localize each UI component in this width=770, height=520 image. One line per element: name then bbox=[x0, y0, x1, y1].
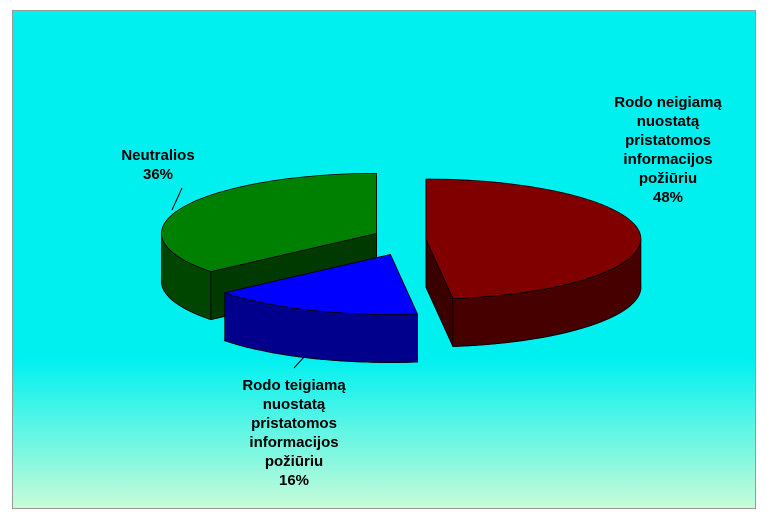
slice-label: Neutralios 36% bbox=[83, 146, 233, 184]
slice-label: Rodo teigiamą nuostatą pristatomos infor… bbox=[219, 376, 369, 490]
category-label: Neutralios bbox=[121, 147, 195, 164]
pie-slice bbox=[425, 178, 642, 347]
category-label: Rodo teigiamą nuostatą pristatomos infor… bbox=[242, 377, 346, 470]
value-label: 36% bbox=[142, 166, 174, 183]
value-label: 48% bbox=[652, 189, 684, 206]
slice-top bbox=[425, 178, 642, 299]
leader-line bbox=[171, 187, 183, 211]
slice-top bbox=[161, 172, 377, 273]
slice-top bbox=[223, 254, 419, 315]
pie-slice bbox=[223, 253, 419, 363]
value-label: 16% bbox=[278, 472, 310, 489]
slice-label: Rodo neigiamą nuostatą pristatomos infor… bbox=[593, 93, 743, 207]
category-label: Rodo neigiamą nuostatą pristatomos infor… bbox=[614, 94, 722, 187]
